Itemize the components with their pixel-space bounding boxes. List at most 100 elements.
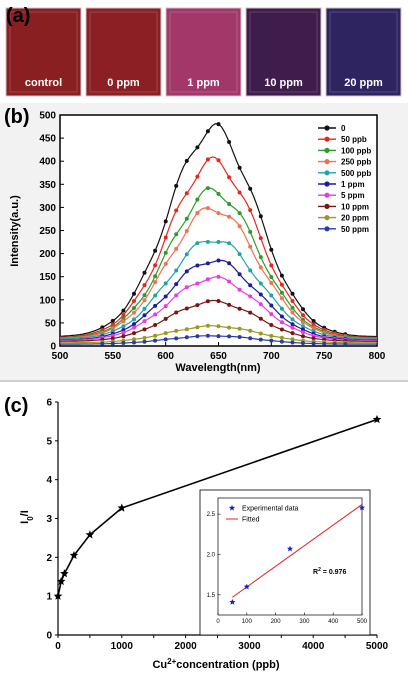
spectrum-point-7	[184, 306, 189, 311]
spectrum-point-0	[269, 247, 274, 252]
spectrum-point-1	[184, 191, 189, 196]
spectrum-point-8	[216, 324, 221, 329]
spectrum-point-6	[163, 304, 168, 309]
spectrum-point-0	[142, 270, 147, 275]
quenching-point-6	[372, 415, 382, 424]
inset-legend-label-0: Experimental data	[242, 506, 299, 513]
inset-fit-line	[232, 504, 363, 598]
spectrum-point-5	[290, 322, 295, 327]
spectrum-point-7	[301, 334, 305, 339]
legend-label-9: 50 ppm	[341, 225, 369, 234]
spectrum-point-9	[258, 337, 263, 342]
spectrum-point-9	[174, 336, 179, 341]
spectra-y-tick-label-6: 300	[39, 203, 56, 214]
spectra-axes: 500 550 600 650 700 750 800 0 50 100 150 200 250 300 3…	[39, 111, 385, 363]
spectrum-point-9	[205, 333, 210, 338]
spectrum-point-8	[237, 326, 242, 331]
spectrum-point-1	[163, 235, 168, 240]
spectrum-point-4	[132, 317, 136, 322]
spectrum-point-6	[237, 287, 242, 292]
spectrum-point-4	[184, 252, 189, 257]
spectra-series	[59, 122, 378, 347]
inset-point-2	[287, 545, 293, 552]
spectrum-point-2	[205, 186, 210, 191]
spectra-x-tick-label-2: 600	[157, 351, 174, 362]
spectrum-point-6	[269, 312, 274, 317]
spectrum-point-0	[279, 273, 284, 278]
swatch-frame-2	[169, 11, 238, 93]
legend-marker-4	[324, 170, 330, 176]
spectrum-point-7	[290, 331, 295, 336]
spectrum-point-1	[279, 282, 284, 287]
spectrum-point-9	[248, 336, 253, 341]
spectrum-point-9	[132, 340, 136, 345]
swatch-label-2: 1 ppm	[187, 77, 220, 89]
spectrum-point-5	[205, 261, 210, 266]
quenching-point-2	[60, 569, 69, 578]
quenching-x-tick-label-4: 2000	[174, 641, 197, 652]
swatch-1	[85, 7, 162, 97]
spectrum-point-4	[258, 281, 263, 286]
swatch-frame-1	[89, 11, 158, 93]
legend-marker-1	[324, 136, 330, 142]
spectrum-point-7	[110, 336, 115, 341]
spectrum-point-8	[142, 335, 147, 340]
spectrum-point-2	[163, 250, 168, 255]
quenching-x-tick-label-0: 0	[55, 641, 61, 652]
legend-marker-8	[324, 215, 330, 221]
spectrum-point-6	[279, 320, 284, 325]
quenching-series	[53, 415, 382, 600]
spectra-y-tick-label-5: 250	[39, 226, 56, 237]
spectrum-point-8	[163, 331, 168, 336]
inset-r2-annotation: R2 = 0.976	[313, 567, 346, 576]
spectrum-point-9	[163, 337, 168, 342]
spectrum-point-3	[142, 298, 147, 303]
spectrum-point-5	[195, 263, 200, 268]
quenching-point-0	[53, 591, 63, 600]
spectrum-point-4	[153, 293, 158, 298]
spectrum-point-1	[248, 208, 253, 213]
quenching-x-tick-label-8: 4000	[302, 641, 325, 652]
spectrum-point-5	[237, 272, 242, 277]
spectrum-point-7	[248, 310, 253, 315]
spectrum-point-8	[258, 331, 263, 336]
spectrum-point-1	[142, 283, 147, 288]
swatch-label-3: 10 ppm	[264, 77, 303, 89]
spectra-x-tick-label-3: 650	[210, 351, 227, 362]
panel-c: 0 1000 2000 3000 4000 5000 0 1 2 3 4 5 6 0 100 200 300 4…	[0, 380, 408, 685]
spectrum-point-0	[174, 183, 179, 188]
spectrum-point-0	[311, 319, 316, 323]
legend-label-1: 50 ppb	[341, 135, 367, 144]
spectrum-point-0	[153, 248, 158, 253]
spectra-y-tick-label-4: 200	[39, 249, 56, 260]
spectrum-point-8	[269, 333, 274, 338]
quenching-y-tick-label-0: 0	[46, 631, 52, 642]
spectrum-point-4	[163, 281, 168, 286]
spectrum-point-2	[142, 293, 147, 298]
spectrum-point-2	[248, 229, 253, 234]
spectrum-point-2	[132, 306, 136, 310]
spectrum-point-4	[205, 239, 210, 244]
spectrum-point-0	[216, 122, 221, 127]
spectrum-point-4	[216, 240, 221, 244]
quenching-point-1	[56, 576, 66, 586]
inset-legend-marker-0	[229, 504, 235, 511]
spectra-x-tick-label-0: 500	[52, 351, 69, 362]
spectrum-point-6	[174, 293, 179, 298]
quenching-point-3	[69, 550, 79, 559]
spectrum-point-3	[174, 246, 179, 251]
swatch-label-4: 20 ppm	[344, 77, 383, 89]
spectrum-point-5	[142, 313, 147, 318]
spectrum-point-2	[290, 305, 295, 310]
inset-x-tick-label-2: 200	[271, 619, 282, 625]
spectrum-point-2	[174, 232, 179, 237]
spectrum-point-3	[184, 229, 189, 233]
spectrum-point-5	[174, 282, 179, 287]
spectrum-point-9	[153, 338, 158, 343]
spectrum-point-5	[227, 261, 232, 266]
quenching-point-4	[85, 530, 95, 539]
spectrum-point-7	[121, 334, 126, 339]
legend-label-4: 500 ppb	[341, 169, 371, 178]
spectrum-point-6	[258, 302, 263, 307]
spectrum-point-1	[205, 157, 210, 162]
